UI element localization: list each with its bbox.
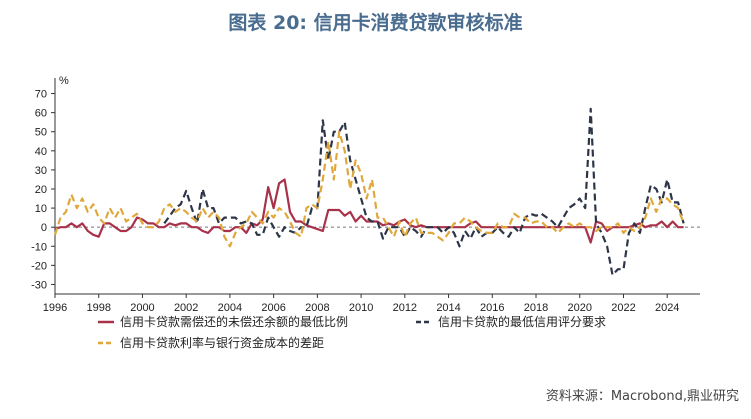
x-tick-label: 2012 <box>393 302 417 314</box>
chart-legend: 信用卡贷款需偿还的未偿还余额的最低比例 信用卡贷款的最低信用评分要求信用卡贷款利率… <box>98 314 606 350</box>
y-tick-label: 70 <box>35 89 47 101</box>
x-tick-label: 2002 <box>174 302 198 314</box>
y-tick-label: -20 <box>31 260 47 272</box>
series-line-1 <box>54 178 684 244</box>
legend-label-1: 信用卡贷款需偿还的未偿还余额的最低比例 <box>120 314 348 329</box>
y-tick-label: -30 <box>31 279 47 291</box>
x-tick-label: 2004 <box>218 302 242 314</box>
x-tick-label: 2024 <box>655 302 679 314</box>
legend-label-3: 信用卡贷款利率与银行资金成本的差距 <box>120 335 324 350</box>
y-tick-label: 20 <box>35 184 47 196</box>
y-tick-label: 30 <box>35 165 47 177</box>
series-line-2 <box>163 107 685 276</box>
y-tick-label: 60 <box>35 108 47 120</box>
legend-label-2: 信用卡贷款的最低信用评分要求 <box>438 314 606 329</box>
x-tick-label: 1998 <box>86 302 110 314</box>
x-tick-label: 2010 <box>349 302 373 314</box>
x-tick-label: 2022 <box>611 302 635 314</box>
chart-title: 图表 20: 信用卡消费贷款审核标准 <box>228 12 523 34</box>
x-tick-label: 2018 <box>524 302 548 314</box>
x-tick-label: 2008 <box>305 302 329 314</box>
y-tick-label: 10 <box>35 203 47 215</box>
source-note: 资料来源：Macrobond,鼎业研究 <box>545 389 739 404</box>
y-tick-label: 40 <box>35 146 47 158</box>
y-tick-label: 0 <box>41 222 47 234</box>
x-tick-label: 2020 <box>568 302 592 314</box>
x-tick-label: 2014 <box>436 302 460 314</box>
series-line-3 <box>53 130 685 248</box>
chart-lines <box>53 107 685 276</box>
x-tick-label: 1996 <box>43 302 67 314</box>
x-tick-label: 2000 <box>130 302 154 314</box>
y-tick-label: 50 <box>35 127 47 139</box>
y-tick-label: -10 <box>31 241 47 253</box>
y-unit-label: % <box>59 75 69 87</box>
x-tick-label: 2006 <box>261 302 285 314</box>
x-tick-label: 2016 <box>480 302 504 314</box>
